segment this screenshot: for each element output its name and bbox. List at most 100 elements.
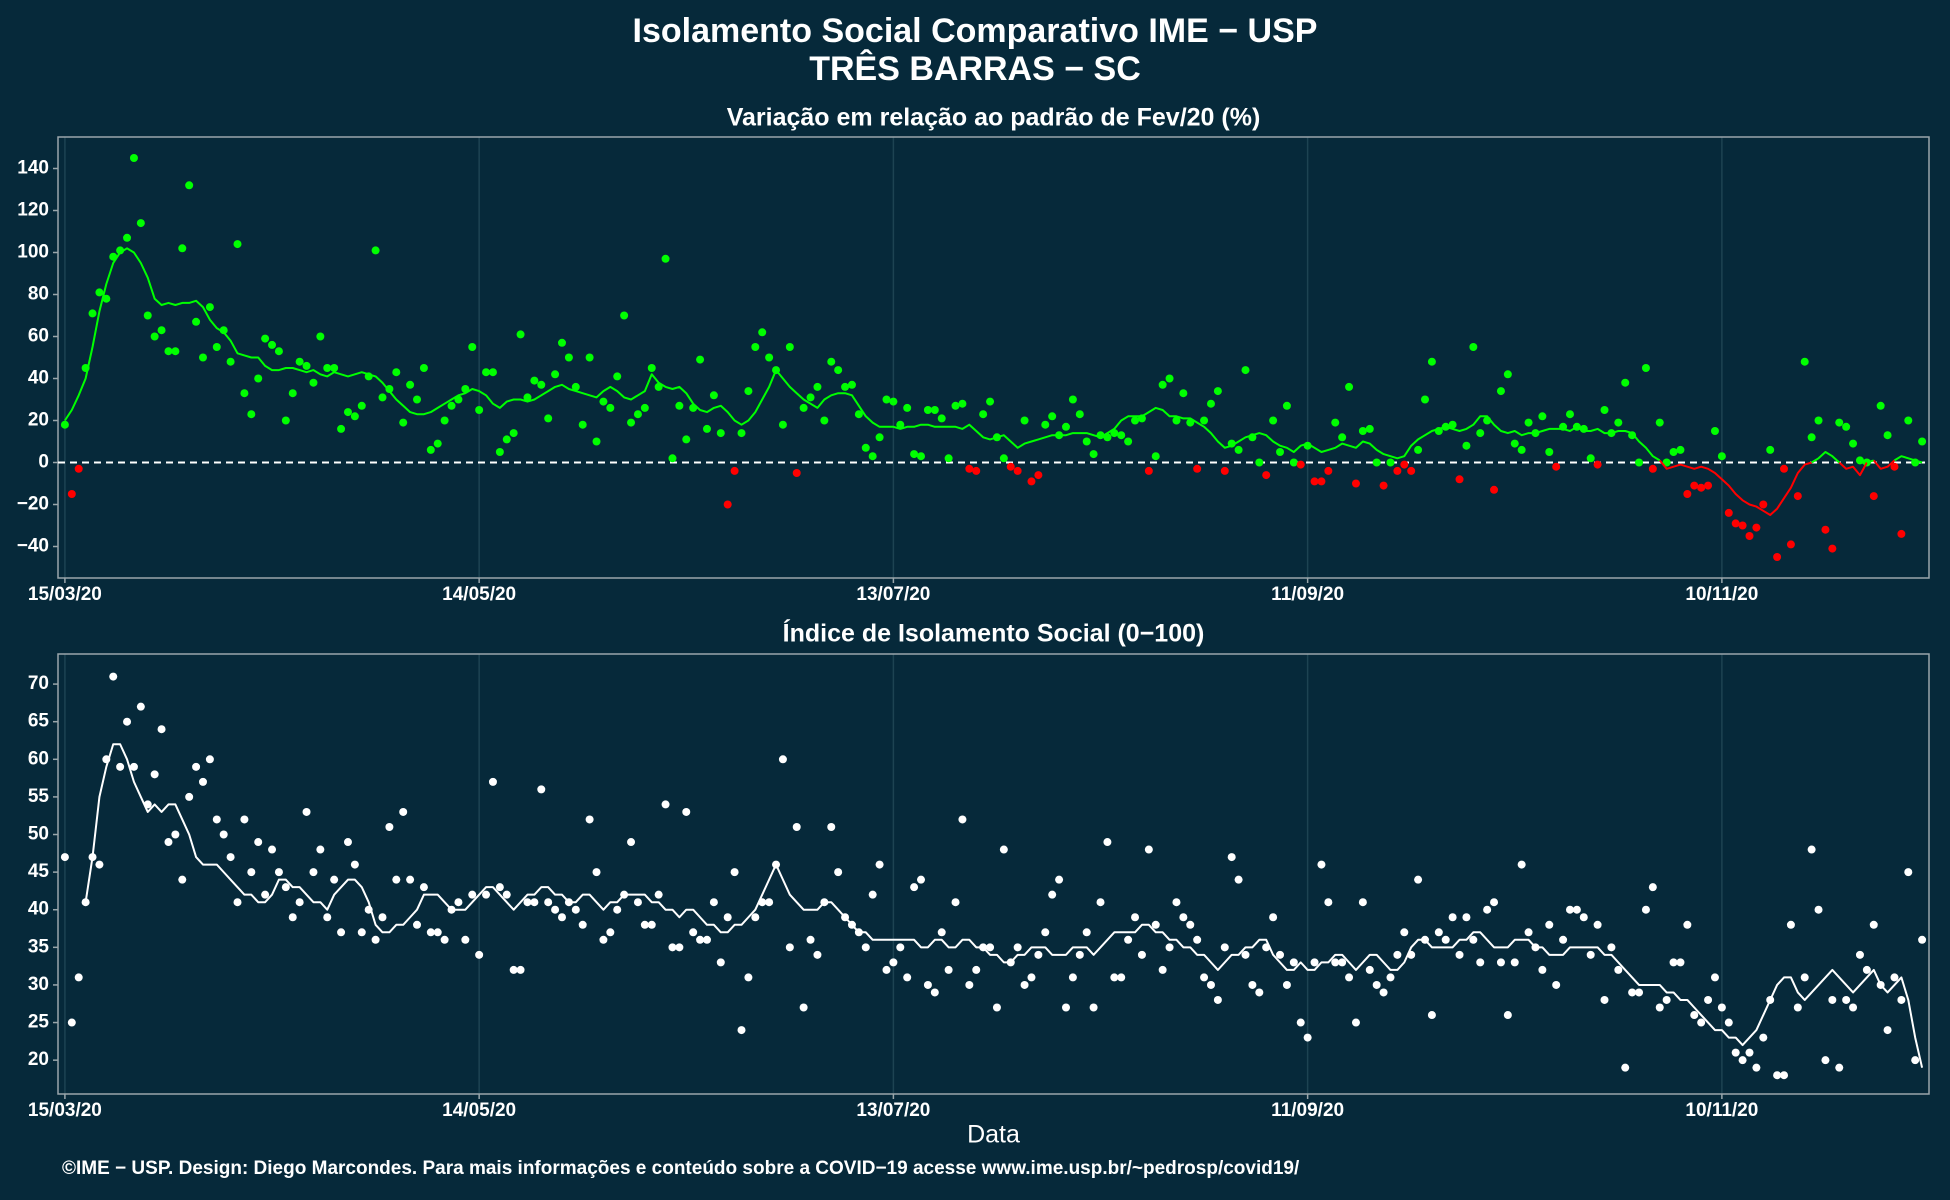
data-point (288, 913, 297, 922)
data-point (178, 244, 187, 253)
x-axis-label: Data (967, 1121, 1020, 1149)
data-point (1814, 905, 1823, 914)
data-point (1669, 448, 1678, 456)
data-point (847, 380, 856, 389)
y-tick-label: 20 (28, 410, 49, 431)
data-point (1296, 460, 1305, 469)
data-point (1061, 1003, 1070, 1012)
data-point (606, 928, 615, 937)
data-point (413, 920, 422, 929)
data-point (1310, 958, 1319, 967)
data-point (1780, 464, 1789, 473)
data-point (930, 988, 939, 997)
x-tick-label: 13/07/20 (856, 1100, 930, 1121)
y-tick-label: 80 (28, 284, 49, 305)
data-point (965, 980, 974, 989)
data-point (1289, 958, 1298, 967)
data-point (406, 875, 415, 884)
data-point (868, 452, 877, 461)
data-point (751, 913, 760, 922)
data-point (751, 343, 760, 351)
data-point (682, 435, 691, 444)
data-point (350, 412, 359, 421)
data-point (1828, 544, 1837, 553)
data-point (1883, 431, 1892, 440)
data-point (205, 755, 214, 764)
data-point (1648, 883, 1657, 892)
data-point (1800, 357, 1809, 366)
data-point (337, 424, 346, 433)
y-tick-label: 65 (28, 711, 50, 732)
data-point (302, 807, 311, 816)
data-point (1759, 1033, 1768, 1042)
data-point (447, 401, 456, 410)
data-point (530, 898, 539, 907)
smoothed-line (1872, 459, 1896, 470)
data-point (1241, 950, 1250, 959)
data-point (1075, 950, 1084, 959)
data-point (488, 777, 497, 786)
data-point (1158, 965, 1167, 974)
data-point (917, 452, 926, 461)
data-point (150, 332, 159, 341)
data-point (1593, 920, 1602, 929)
data-point (1842, 422, 1851, 431)
data-point (1213, 995, 1222, 1004)
data-point (1013, 943, 1022, 952)
data-point (1849, 439, 1858, 448)
data-point (834, 868, 843, 877)
data-point (1918, 437, 1927, 446)
data-point (1462, 441, 1471, 450)
data-point (1048, 412, 1057, 421)
data-point (723, 500, 732, 509)
data-point (1545, 920, 1554, 929)
data-point (592, 868, 601, 877)
data-point (1821, 525, 1830, 534)
data-point (1165, 374, 1174, 383)
data-point (461, 935, 470, 944)
data-point (1807, 845, 1816, 854)
data-point (309, 868, 318, 877)
data-point (972, 466, 981, 475)
data-point (730, 466, 739, 475)
data-point (1697, 1018, 1706, 1027)
data-point (1241, 366, 1250, 375)
data-point (1911, 1056, 1920, 1065)
data-point (1503, 1011, 1512, 1020)
data-point (1455, 950, 1464, 959)
data-point (1434, 928, 1443, 937)
data-point (564, 353, 573, 362)
data-point (123, 717, 132, 726)
data-point (136, 702, 145, 711)
data-point (1835, 1063, 1844, 1072)
data-point (1075, 410, 1084, 419)
data-point (723, 913, 732, 922)
data-point (261, 890, 270, 899)
data-point (785, 943, 794, 952)
data-point (302, 361, 311, 370)
data-point (316, 332, 325, 341)
data-point (758, 328, 767, 337)
data-point (1635, 988, 1644, 997)
data-point (309, 378, 318, 387)
data-point (1379, 481, 1388, 490)
data-point (475, 406, 484, 414)
data-point (716, 429, 725, 438)
y-tick-label: 40 (28, 899, 49, 920)
data-point (1124, 437, 1133, 446)
data-point (1324, 466, 1333, 475)
data-point (1158, 380, 1167, 389)
data-point (1724, 1018, 1733, 1027)
data-point (1490, 898, 1499, 907)
data-point (1773, 1071, 1782, 1080)
data-point (1331, 418, 1340, 427)
y-tick-label: 25 (28, 1012, 50, 1033)
data-point (1786, 920, 1795, 929)
data-point (1407, 466, 1416, 475)
data-point (627, 838, 636, 847)
data-point (1393, 466, 1402, 475)
data-point (440, 416, 449, 425)
data-point (1572, 905, 1581, 914)
data-point (1676, 445, 1685, 454)
data-point (426, 928, 435, 937)
